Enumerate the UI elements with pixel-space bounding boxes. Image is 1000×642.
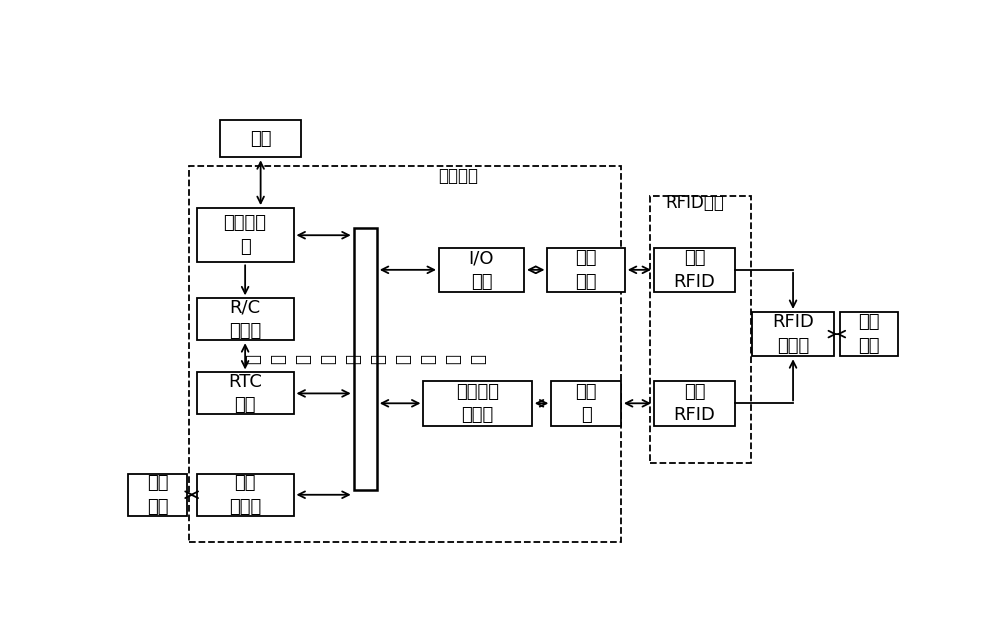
Bar	[128, 474, 187, 516]
Text: 上位
机: 上位 机	[575, 383, 597, 424]
Bar	[650, 196, 751, 463]
Bar	[439, 248, 524, 292]
Text: 网回
通路: 网回 通路	[147, 474, 168, 516]
Text: RTC
电路: RTC 电路	[228, 372, 262, 414]
Text: 人机
界面: 人机 界面	[858, 313, 880, 355]
Bar	[551, 381, 621, 426]
Bar	[189, 166, 621, 542]
Text: 电源: 电源	[250, 130, 271, 148]
Bar	[197, 474, 294, 516]
Bar	[654, 381, 735, 426]
Bar	[840, 312, 898, 356]
Bar	[752, 312, 834, 356]
Text: R/C
振荡器: R/C 振荡器	[229, 299, 261, 340]
Text: 地
址
、
数
据
、
控
制
总
线: 地 址 、 数 据 、 控 制 总 线	[244, 354, 487, 364]
Bar	[220, 120, 301, 157]
Bar	[197, 299, 294, 340]
Text: 非易失性
存储器: 非易失性 存储器	[456, 383, 499, 424]
Text: 模拟
开关: 模拟 开关	[575, 249, 597, 291]
Text: 控制模块: 控制模块	[438, 167, 478, 185]
Text: 溯源
RFID: 溯源 RFID	[674, 383, 716, 424]
Bar	[354, 228, 377, 490]
Bar	[197, 208, 294, 263]
Bar	[654, 248, 735, 292]
Bar	[423, 381, 532, 426]
Text: 中断
控制器: 中断 控制器	[229, 474, 261, 516]
Text: RFID
读写器: RFID 读写器	[772, 313, 814, 355]
Bar	[547, 248, 625, 292]
Text: RFID模块: RFID模块	[665, 194, 724, 212]
Text: 报警
RFID: 报警 RFID	[674, 249, 716, 291]
Text: I/O
控制: I/O 控制	[469, 249, 494, 291]
Bar	[197, 372, 294, 415]
Text: 微控制器
核: 微控制器 核	[224, 214, 267, 256]
